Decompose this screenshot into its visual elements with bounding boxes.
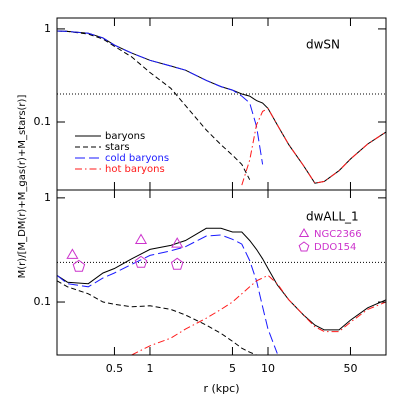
x-tick-label: 10 — [261, 362, 275, 375]
series-line — [131, 274, 386, 355]
legend-label: baryons — [105, 131, 145, 142]
legend-marker — [298, 241, 310, 252]
data-point — [134, 233, 148, 244]
plot-area — [57, 30, 386, 186]
legend-label: NGC2366 — [314, 229, 362, 240]
legend-label: stars — [105, 142, 130, 153]
x-tick-label: 50 — [343, 362, 357, 375]
series-line — [241, 107, 386, 186]
y-tick-label: 0.1 — [34, 295, 52, 308]
data-point — [72, 259, 86, 272]
panel-label: dwALL_1 — [306, 210, 359, 224]
x-axis-label: r (kpc) — [203, 382, 239, 395]
legend-label: cold baryons — [105, 153, 169, 164]
y-axis-label: M(r)/[M_DM(r)+M_gas(r)+M_stars(r)] — [17, 95, 28, 279]
data-point — [66, 248, 79, 259]
data-point — [171, 237, 184, 248]
y-tick-label: 0.1 — [34, 115, 52, 128]
series-line — [57, 234, 278, 354]
legend-marker — [298, 227, 310, 237]
x-tick-label: 5 — [229, 362, 236, 375]
panel-frame — [56, 189, 387, 356]
plot-area — [57, 227, 386, 355]
data-point — [134, 255, 148, 268]
y-tick-label: 1 — [44, 191, 51, 204]
y-tick-label: 1 — [44, 22, 51, 35]
legend-label: DDO154 — [314, 242, 356, 253]
data-point — [170, 257, 184, 270]
series-line — [57, 280, 257, 355]
series-line — [57, 227, 386, 331]
legend-label: hot baryons — [105, 164, 165, 175]
x-tick-label: 1 — [146, 362, 153, 375]
panel-label: dwSN — [306, 38, 340, 52]
series-line — [57, 30, 251, 180]
series-line — [57, 30, 264, 165]
x-tick-label: 0.5 — [106, 362, 124, 375]
